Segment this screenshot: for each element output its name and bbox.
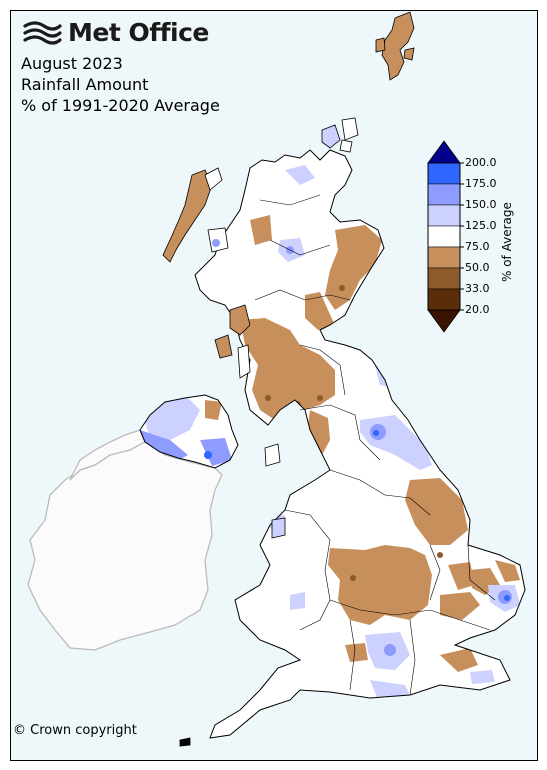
title-period: August 2023	[21, 54, 123, 73]
shetland-islands	[375, 11, 415, 81]
title-variable: Rainfall Amount	[21, 75, 149, 94]
met-office-logo: Met Office	[22, 18, 209, 47]
great-britain-landmass	[195, 150, 525, 738]
map-title: August 2023 Rainfall Amount % of 1991-20…	[21, 53, 220, 116]
legend-tick-75: 75.0	[465, 240, 490, 253]
legend-tick-33: 33.0	[465, 282, 490, 295]
colorbar-bin-125-150	[427, 204, 461, 227]
colorbar-bin-75-125	[427, 225, 461, 248]
west-coast-islands	[179, 227, 286, 747]
colorbar-bin-20-33	[427, 288, 461, 311]
colorbar-bin-150-175	[427, 183, 461, 206]
legend-title: % of Average	[500, 202, 514, 282]
orkney-islands	[321, 117, 359, 153]
legend-tick-50: 50.0	[465, 261, 490, 274]
logo-wordmark: Met Office	[68, 18, 209, 47]
region-boundaries	[254, 194, 496, 696]
colorbar-bin-175-200	[427, 162, 461, 185]
colorbar-bin-33-50	[427, 267, 461, 290]
gb-rainfall-fill	[210, 165, 520, 700]
colorbar-bottom-arrow	[427, 309, 461, 333]
colorbar-bin-50-75	[427, 246, 461, 269]
colorbar-top-arrow	[427, 140, 461, 164]
legend-tick-175: 175.0	[465, 177, 497, 190]
legend-tick-200: 200.0	[465, 156, 497, 169]
copyright-notice: © Crown copyright	[13, 723, 137, 738]
met-office-wave-icon	[23, 20, 62, 45]
legend-tick-125: 125.0	[465, 219, 497, 232]
ireland-landmass	[27, 439, 223, 651]
title-baseline: % of 1991-2020 Average	[21, 96, 220, 115]
legend-tick-20: 20.0	[465, 303, 490, 316]
legend-tick-150: 150.0	[465, 198, 497, 211]
